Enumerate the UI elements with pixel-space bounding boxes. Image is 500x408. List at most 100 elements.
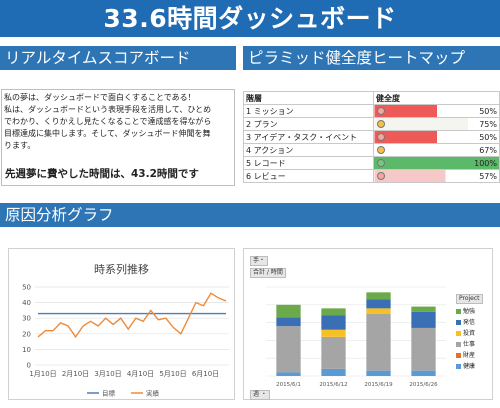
heatmap-row: 2 プラン 75% [243, 117, 500, 131]
y-tick-label: 20 [22, 330, 31, 338]
stacked-bar-chart-panel: 手・ 合計 / 時間 2015/6/1 2015/6/12 2015/6/19 201… [243, 248, 493, 400]
stacked-bar-chart: 2015/6/1 2015/6/12 2015/6/19 2015/6/26 [266, 286, 446, 388]
legend-swatch [456, 342, 461, 347]
legend-swatch [456, 353, 461, 358]
series-line-actual [37, 292, 227, 339]
bar-segment-投資 [321, 329, 346, 337]
heatmap-percent: 50% [479, 132, 497, 142]
scoreboard-line: でわかり、くりかえし見たくなることで達成感を得ながら [4, 117, 212, 126]
heatmap-row-name: 2 プラン [243, 117, 374, 131]
heatmap-row-name: 1 ミッション [243, 104, 374, 118]
heatmap-row-value: 100% [373, 156, 500, 170]
pyramid-heatmap-table: 階層 健全度 1 ミッション 50% 2 プラン 75% 3 アイデア・タスク・… [243, 91, 500, 183]
x-tick-label: 4月10日 [127, 370, 154, 378]
y-tick-label: 0 [27, 362, 31, 370]
section-header-cause-analysis: 原因分析グラフ [0, 203, 500, 227]
heatmap-row-value: 75% [373, 117, 500, 131]
heatmap-header-level: 階層 [243, 91, 374, 105]
status-dot-icon [377, 146, 385, 154]
heatmap-row-name: 4 アクション [243, 143, 374, 157]
x-tick-label: 6月10日 [192, 370, 219, 378]
bar-segment-発信 [321, 315, 346, 330]
heatmap-row-value: 57% [373, 169, 500, 183]
heatmap-row-value: 50% [373, 104, 500, 118]
bar-segment-仕事 [321, 336, 346, 369]
legend-label: 仕事 [463, 341, 476, 348]
heatmap-percent: 67% [479, 145, 497, 155]
bar-legend-items: 勉強発信投資仕事財産 健康 [456, 307, 490, 373]
legend-swatch [456, 320, 461, 325]
status-dot-icon [377, 120, 385, 128]
scoreboard-line: 目標達成に集中します。そして、ダッシュボード伸聞を舞 [4, 129, 211, 138]
status-dot-icon [377, 107, 385, 115]
bar-legend-item: 発信 [456, 318, 490, 329]
legend-label: 発信 [463, 319, 476, 326]
line-chart: 0 10 20 30 40 50 1月10日 2月10日 3月10日 4月10日 5月10日 6月10… [22, 284, 229, 398]
scoreboard-summary: 先週夢に費やした時間は、43.2時間です [5, 168, 199, 180]
heatmap-row: 5 レコード 100% [243, 156, 500, 170]
bar-legend-item: 投資 [456, 329, 490, 340]
heatmap-percent: 57% [479, 171, 497, 181]
heatmap-percent: 50% [479, 106, 497, 116]
heatmap-header-health: 健全度 [373, 91, 500, 105]
bar-segment-勉強 [276, 304, 301, 318]
heatmap-header-row: 階層 健全度 [243, 91, 500, 105]
heatmap-row-name: 3 アイデア・タスク・イベント [243, 130, 374, 144]
bar-segment-勉強 [366, 292, 391, 300]
heatmap-percent: 100% [474, 158, 497, 168]
bar-segment-健康 [366, 370, 391, 376]
bar-segment-発信 [366, 299, 391, 309]
legend-swatch [456, 309, 461, 314]
bar-segment-勉強 [411, 306, 436, 312]
bar-legend-item: 勉強 [456, 307, 490, 318]
bar-category-label: 2015/6/12 [319, 382, 347, 388]
bar-segment-発信 [276, 317, 301, 327]
bar-segment-勉強 [321, 308, 346, 316]
scoreboard-line: 私は、ダッシュボードという表現手段を活用して、ひとめ [4, 105, 212, 114]
y-tick-label: 40 [22, 299, 31, 307]
bar-segment-仕事 [276, 326, 301, 373]
bar-segment-仕事 [411, 327, 436, 371]
section-header-realtime: リアルタイムスコアボード [0, 46, 236, 70]
legend-swatch [456, 331, 461, 336]
field-filter-button[interactable]: 手・ [250, 256, 269, 266]
heatmap-row-value: 50% [373, 130, 500, 144]
project-filter-button[interactable]: Project [456, 294, 483, 304]
bar-legend-item: 仕事 [456, 340, 490, 351]
heatmap-row: 4 アクション 67% [243, 143, 500, 157]
status-dot-icon [377, 159, 385, 167]
bar-legend-item: 健康 [456, 362, 490, 373]
bar-segment-健康 [321, 368, 346, 376]
heatmap-row-name: 6 レビュー [243, 169, 374, 183]
heatmap-percent: 75% [479, 119, 497, 129]
legend-label: 実績 [146, 389, 160, 398]
week-filter-button[interactable]: 週 ・ [250, 390, 270, 400]
bar-legend: Project 勉強発信投資仕事財産 健康 [456, 294, 490, 373]
dashboard-title: 33.6時間ダッシュボード [0, 0, 500, 37]
legend-label: 投資 [463, 330, 476, 337]
value-field-button[interactable]: 合計 / 時間 [250, 268, 286, 278]
bar-segment-健康 [411, 370, 436, 376]
bar-segment-健康 [276, 372, 301, 376]
bar-legend-item: 財産 [456, 351, 490, 362]
x-tick-label: 1月10日 [29, 370, 56, 378]
heatmap-row: 3 アイデア・タスク・イベント 50% [243, 130, 500, 144]
scoreboard-line: 私の夢は、ダッシュボードで面白くすることである！ [4, 93, 196, 102]
status-dot-icon [377, 133, 385, 141]
x-tick-label: 5月10日 [159, 370, 186, 378]
scoreboard-line: ります。 [4, 141, 36, 150]
status-dot-icon [377, 172, 385, 180]
legend-label: 目標 [102, 389, 116, 398]
legend-label: 健康 [463, 363, 476, 370]
section-header-pyramid: ピラミッド健全度ヒートマップ [243, 46, 500, 70]
bar-category-label: 2015/6/1 [276, 382, 301, 388]
legend-label: 勉強 [463, 308, 476, 315]
x-tick-label: 2月10日 [62, 370, 89, 378]
bar-segment-発信 [411, 311, 436, 328]
scoreboard-panel: 私の夢は、ダッシュボードで面白くすることである！ 私は、ダッシュボードという表現… [1, 89, 235, 186]
legend-swatch [456, 364, 461, 369]
heatmap-row: 6 レビュー 57% [243, 169, 500, 183]
y-tick-label: 10 [22, 346, 31, 354]
y-tick-label: 30 [22, 315, 31, 323]
y-tick-label: 50 [22, 284, 31, 292]
